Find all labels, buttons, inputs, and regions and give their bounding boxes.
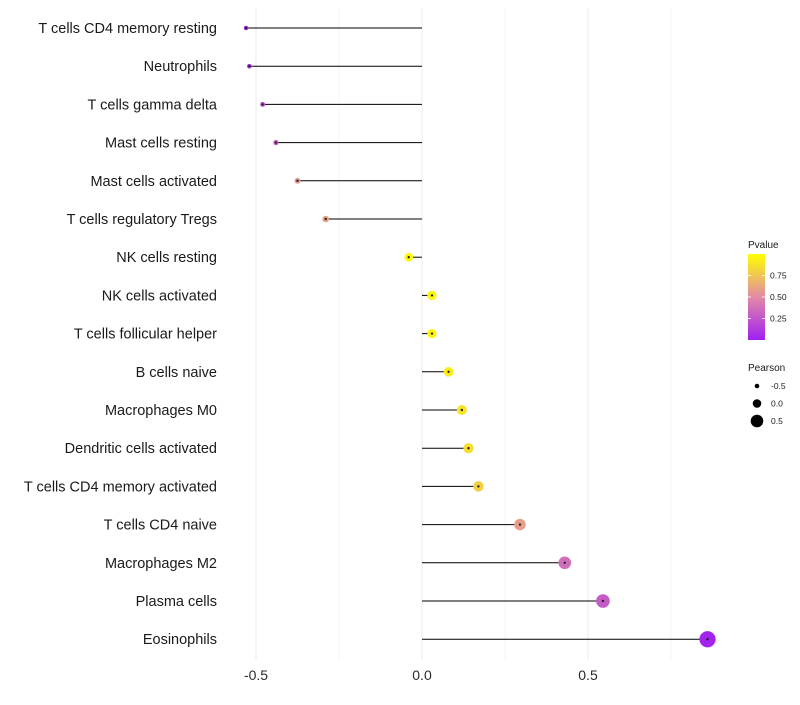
stem-layer bbox=[246, 27, 708, 640]
data-point-center bbox=[261, 103, 264, 106]
category-label: Mast cells resting bbox=[105, 136, 217, 152]
category-label: Dendritic cells activated bbox=[65, 441, 217, 457]
size-legend-dot bbox=[754, 383, 760, 389]
data-point-center bbox=[447, 370, 450, 373]
point-layer bbox=[243, 25, 716, 648]
data-point-center bbox=[518, 523, 522, 526]
data-point-center bbox=[467, 447, 470, 450]
category-label: Eosinophils bbox=[143, 632, 217, 648]
data-point-center bbox=[244, 26, 248, 30]
size-legend-label: -0.5 bbox=[771, 381, 786, 391]
data-point-center bbox=[430, 332, 434, 335]
category-label: T cells CD4 naive bbox=[104, 518, 217, 534]
category-label: T cells CD4 memory resting bbox=[38, 21, 217, 37]
data-point-center bbox=[324, 217, 327, 221]
size-legend-dot bbox=[750, 414, 764, 428]
color-legend-label: 0.75 bbox=[770, 271, 787, 281]
color-legend-label: 0.25 bbox=[770, 314, 787, 324]
data-point-center bbox=[706, 638, 709, 641]
data-point-center bbox=[563, 561, 566, 564]
category-label: Neutrophils bbox=[144, 59, 217, 75]
color-bar bbox=[748, 254, 765, 340]
category-label: T cells CD4 memory activated bbox=[24, 479, 217, 495]
category-labels: T cells CD4 memory resting Neutrophils T c… bbox=[24, 21, 218, 648]
color-legend-label: 0.50 bbox=[770, 292, 787, 302]
data-point-center bbox=[274, 141, 278, 144]
legend: Pvalue 0.25 0.50 0.75 Pearson -0.5 0.0 0.5 bbox=[748, 240, 787, 428]
category-label: T cells gamma delta bbox=[88, 97, 218, 113]
x-tick-label: -0.5 bbox=[244, 667, 268, 683]
grid-layer bbox=[255, 8, 672, 660]
category-label: Macrophages M0 bbox=[105, 403, 217, 419]
data-point-center bbox=[248, 65, 251, 68]
data-point-center bbox=[477, 485, 480, 488]
data-point-center bbox=[601, 599, 605, 603]
category-label: Plasma cells bbox=[136, 594, 217, 610]
category-label: Mast cells activated bbox=[90, 174, 217, 190]
x-axis-ticks: -0.5 0.0 0.5 bbox=[244, 667, 598, 683]
category-label: T cells follicular helper bbox=[74, 327, 217, 343]
size-legend-label: 0.0 bbox=[771, 399, 783, 409]
data-point-center bbox=[460, 408, 464, 412]
x-tick-label: 0.0 bbox=[412, 667, 432, 683]
size-legend-dot bbox=[752, 399, 762, 408]
data-point-center bbox=[407, 256, 410, 259]
data-point-center bbox=[296, 179, 299, 182]
category-label: T cells regulatory Tregs bbox=[67, 212, 217, 228]
size-legend-title: Pearson bbox=[748, 363, 785, 374]
color-legend-title: Pvalue bbox=[748, 240, 779, 251]
x-tick-label: 0.5 bbox=[578, 667, 598, 683]
data-point-center bbox=[430, 294, 434, 297]
category-label: B cells naive bbox=[136, 365, 217, 381]
size-legend-label: 0.5 bbox=[771, 416, 783, 426]
category-label: NK cells activated bbox=[102, 288, 217, 304]
category-label: Macrophages M2 bbox=[105, 556, 217, 572]
category-label: NK cells resting bbox=[116, 250, 217, 266]
